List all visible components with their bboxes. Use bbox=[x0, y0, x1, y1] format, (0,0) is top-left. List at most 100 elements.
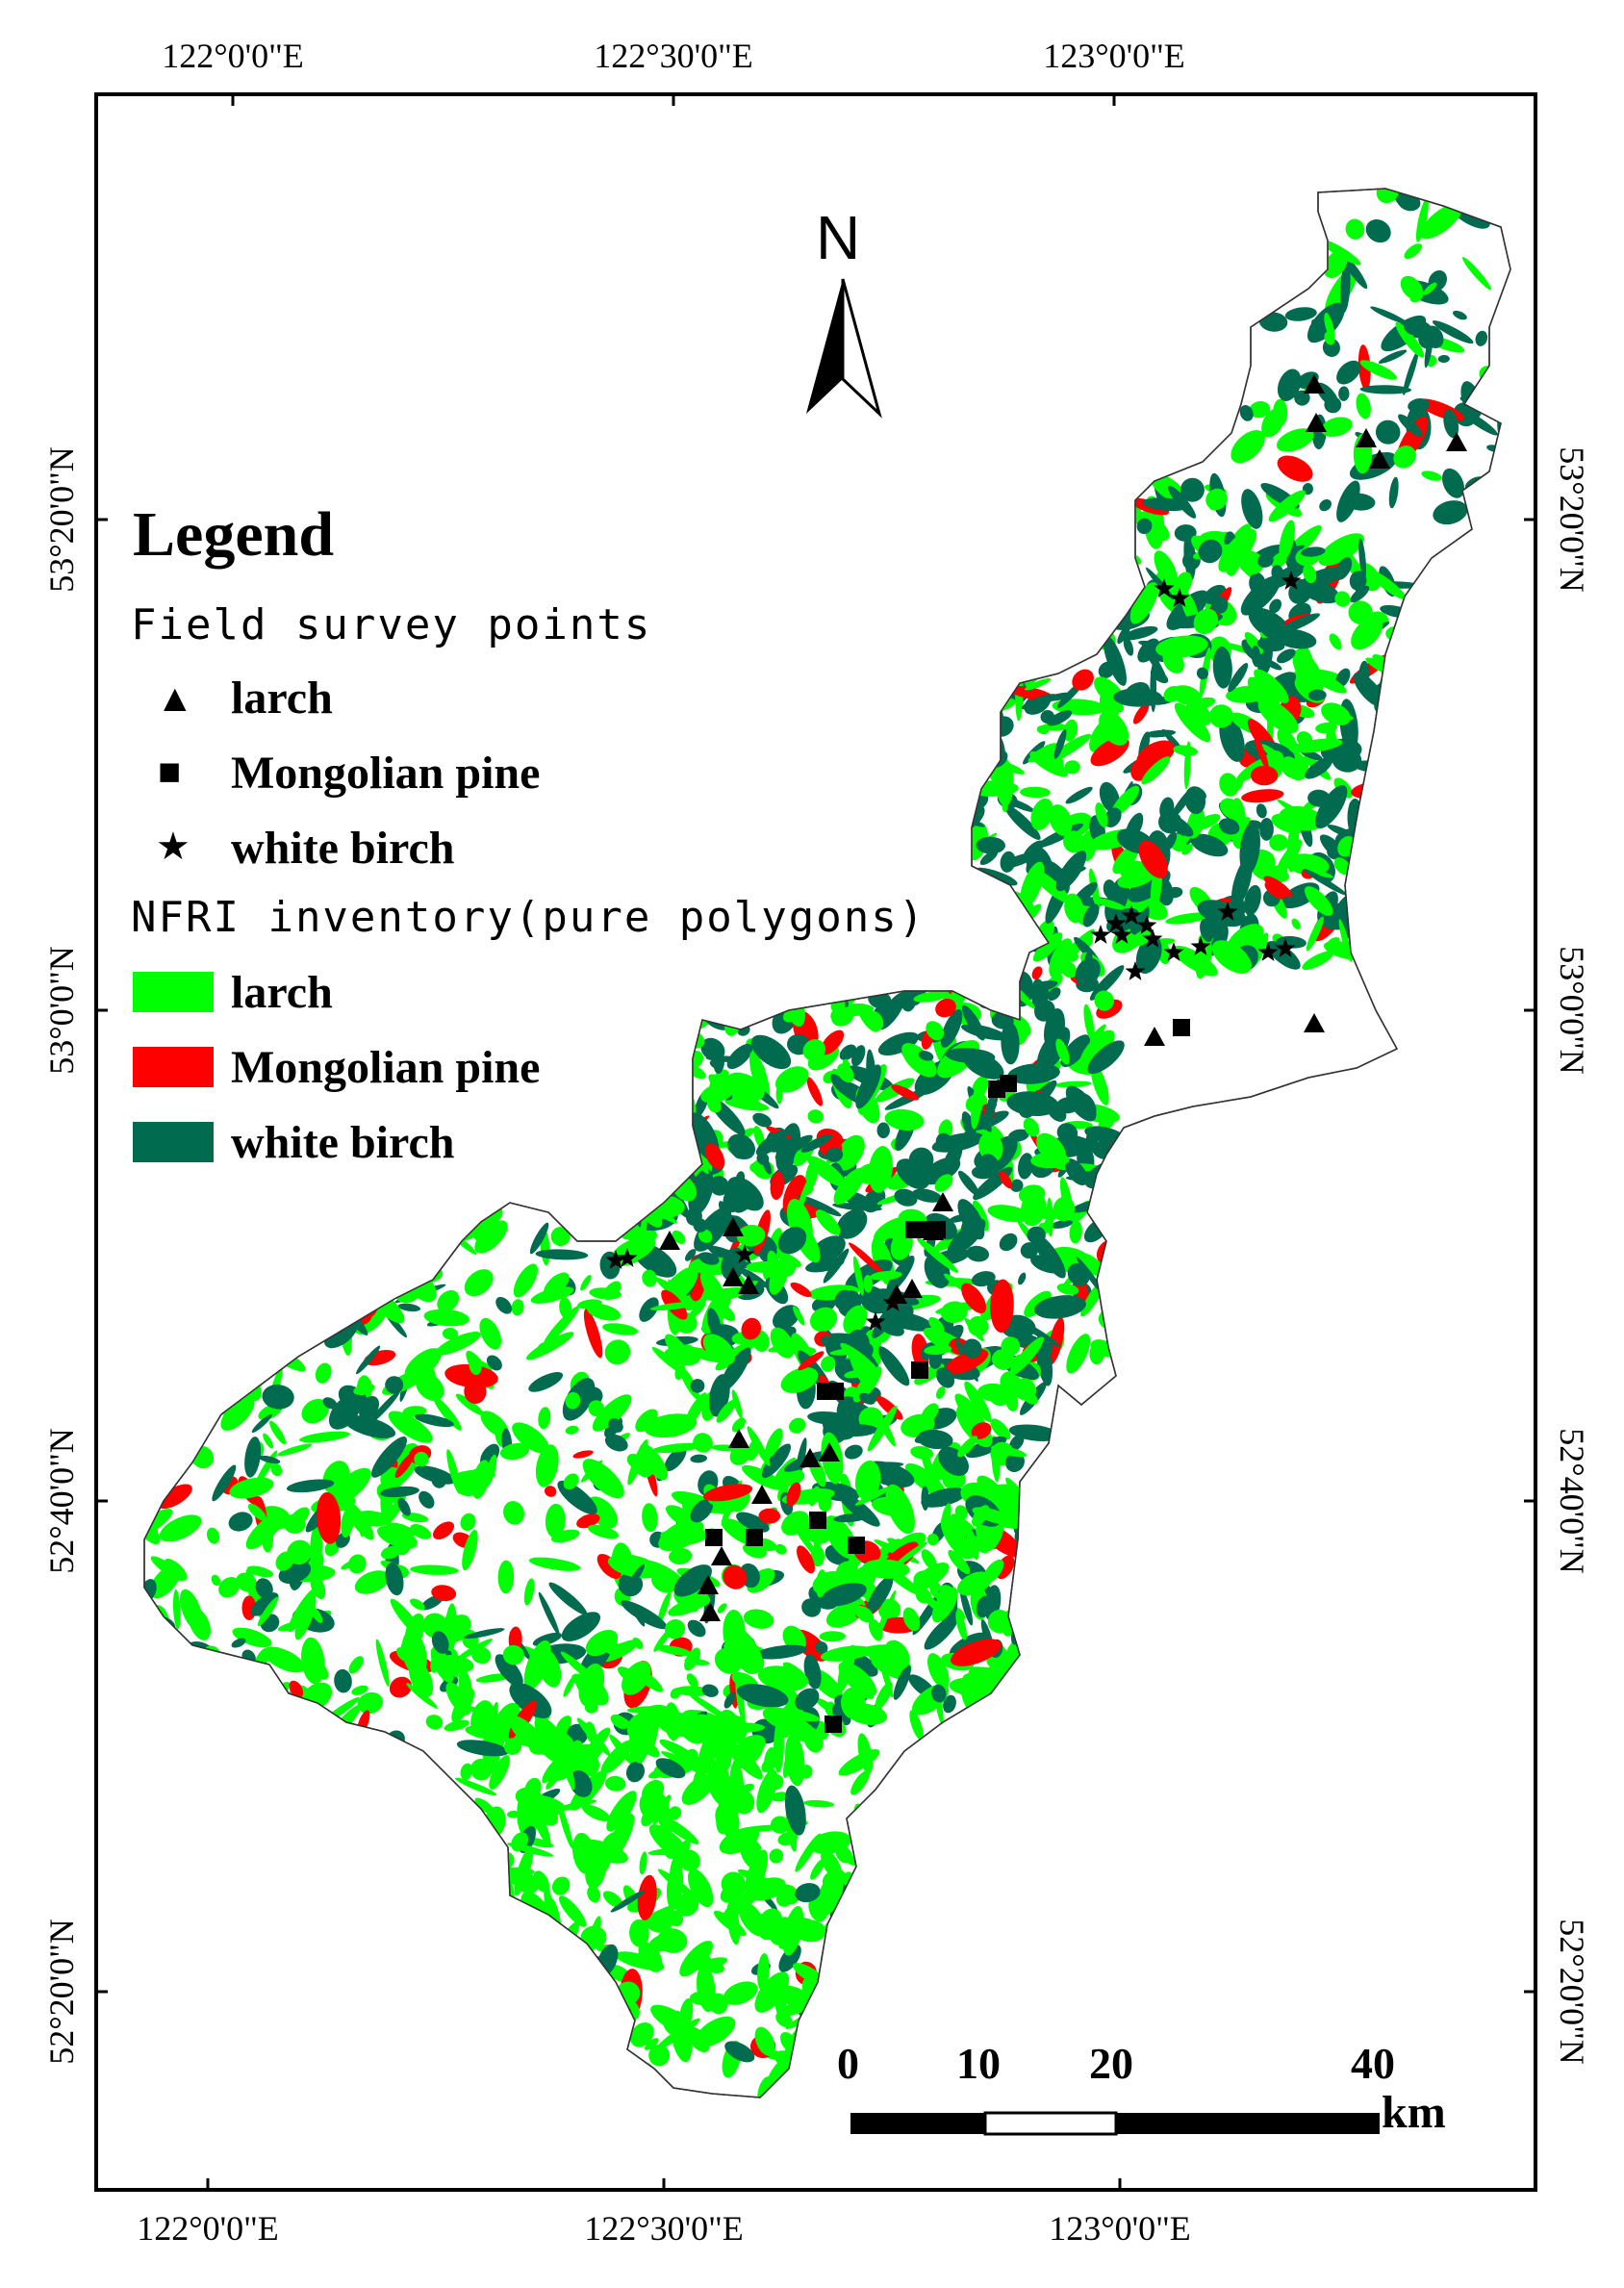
inventory-polygon bbox=[1065, 786, 1093, 804]
inventory-polygon bbox=[1004, 804, 1041, 840]
inventory-polygon bbox=[982, 583, 1006, 629]
inventory-polygon bbox=[215, 1674, 247, 1714]
inventory-polygon bbox=[1174, 572, 1193, 596]
inventory-polygon bbox=[1311, 318, 1327, 331]
inventory-polygon bbox=[1369, 885, 1394, 910]
inventory-polygon bbox=[1378, 903, 1393, 943]
inventory-polygon bbox=[1321, 417, 1353, 437]
inventory-polygon bbox=[1163, 685, 1181, 702]
inventory-polygon bbox=[1482, 191, 1502, 200]
inventory-polygon bbox=[963, 1052, 1004, 1080]
inventory-polygon bbox=[389, 1676, 413, 1698]
inventory-polygon bbox=[1030, 798, 1053, 830]
inventory-polygon bbox=[836, 1208, 868, 1239]
inventory-polygon bbox=[727, 1133, 756, 1160]
inventory-polygon bbox=[971, 894, 1005, 924]
inventory-polygon bbox=[1423, 282, 1437, 295]
inventory-polygon bbox=[817, 951, 841, 989]
inventory-polygon bbox=[1367, 800, 1402, 828]
inventory-polygon bbox=[1377, 782, 1408, 818]
inventory-polygon bbox=[568, 1940, 575, 1974]
inventory-polygon bbox=[468, 1932, 506, 1945]
inventory-polygon bbox=[1020, 1242, 1039, 1259]
inventory-polygon bbox=[1031, 869, 1070, 903]
inventory-polygon bbox=[197, 1691, 216, 1729]
inventory-polygon bbox=[1375, 419, 1401, 445]
scale-tick-label: 40 bbox=[1351, 2039, 1395, 2088]
inventory-polygon bbox=[1384, 760, 1396, 792]
inventory-polygon bbox=[793, 1306, 805, 1326]
inventory-polygon bbox=[979, 1154, 1000, 1177]
inventory-polygon bbox=[1064, 1158, 1088, 1186]
inventory-polygon bbox=[831, 1007, 854, 1027]
inventory-polygon bbox=[1500, 451, 1510, 475]
inventory-polygon bbox=[167, 1338, 196, 1366]
inventory-polygon bbox=[1020, 1190, 1047, 1227]
inventory-polygon bbox=[968, 602, 994, 632]
inventory-polygon bbox=[859, 1285, 889, 1314]
inventory-polygon bbox=[223, 1377, 260, 1384]
inventory-polygon bbox=[1376, 189, 1400, 204]
inventory-polygon bbox=[341, 1236, 358, 1251]
inventory-polygon bbox=[749, 1051, 771, 1102]
inventory-polygon bbox=[780, 974, 811, 995]
inventory-polygon bbox=[332, 1284, 346, 1306]
inventory-polygon bbox=[447, 1836, 488, 1851]
inventory-polygon bbox=[1134, 405, 1163, 437]
inventory-polygon bbox=[1005, 904, 1024, 930]
inventory-polygon bbox=[144, 1474, 151, 1491]
inventory-polygon bbox=[1370, 895, 1392, 913]
inventory-polygon bbox=[231, 1323, 268, 1357]
inventory-polygon bbox=[828, 976, 852, 997]
inventory-polygon bbox=[967, 635, 995, 677]
inventory-polygon bbox=[145, 1226, 155, 1258]
inventory-polygon bbox=[960, 653, 981, 673]
inventory-polygon bbox=[1098, 337, 1129, 371]
square-icon: ■ bbox=[158, 750, 182, 793]
inventory-polygon bbox=[965, 656, 982, 686]
inventory-polygon bbox=[833, 1167, 866, 1205]
inventory-polygon bbox=[685, 1249, 697, 1261]
inventory-polygon bbox=[852, 1256, 864, 1296]
inventory-polygon bbox=[1003, 929, 1028, 947]
inventory-polygon bbox=[1358, 538, 1367, 579]
inventory-polygon bbox=[191, 1204, 220, 1239]
inventory-polygon bbox=[469, 1899, 506, 1933]
inventory-polygon bbox=[468, 1917, 485, 1970]
inventory-polygon bbox=[448, 1195, 485, 1215]
inventory-polygon bbox=[513, 2016, 538, 2044]
inventory-polygon bbox=[321, 1269, 366, 1306]
inventory-polygon bbox=[318, 1716, 331, 1733]
inventory-polygon bbox=[809, 1307, 838, 1333]
inventory-polygon bbox=[1382, 922, 1398, 939]
inventory-polygon bbox=[1383, 737, 1408, 762]
inventory-polygon bbox=[348, 1223, 364, 1245]
inventory-polygon bbox=[796, 1178, 810, 1218]
inventory-polygon bbox=[460, 1929, 480, 1945]
inventory-polygon bbox=[150, 1423, 185, 1437]
inventory-polygon bbox=[1315, 722, 1337, 734]
scale-tick-label: 10 bbox=[956, 2039, 1001, 2088]
inventory-polygon bbox=[835, 1134, 865, 1171]
inventory-polygon bbox=[999, 1233, 1018, 1252]
inventory-polygon bbox=[1384, 762, 1412, 806]
inventory-polygon bbox=[1000, 851, 1016, 873]
inventory-polygon bbox=[221, 1268, 252, 1291]
inventory-polygon bbox=[464, 1844, 482, 1889]
inventory-polygon bbox=[241, 1200, 292, 1212]
top-graticule-ticks bbox=[96, 94, 1535, 2190]
inventory-polygon bbox=[726, 1043, 753, 1070]
inventory-polygon bbox=[1461, 257, 1492, 291]
inventory-polygon bbox=[1009, 1711, 1041, 1736]
inventory-polygon bbox=[669, 1132, 682, 1146]
inventory-polygon bbox=[1372, 943, 1396, 970]
inventory-polygon bbox=[1036, 1027, 1071, 1071]
inventory-polygon bbox=[1269, 834, 1288, 852]
inventory-polygon bbox=[144, 1434, 169, 1464]
inventory-polygon bbox=[1277, 648, 1296, 664]
inventory-polygon bbox=[841, 1945, 854, 1969]
inventory-polygon bbox=[802, 1039, 826, 1061]
inventory-polygon bbox=[961, 609, 972, 651]
inventory-polygon bbox=[1421, 470, 1442, 481]
inventory-polygon bbox=[1259, 818, 1274, 841]
